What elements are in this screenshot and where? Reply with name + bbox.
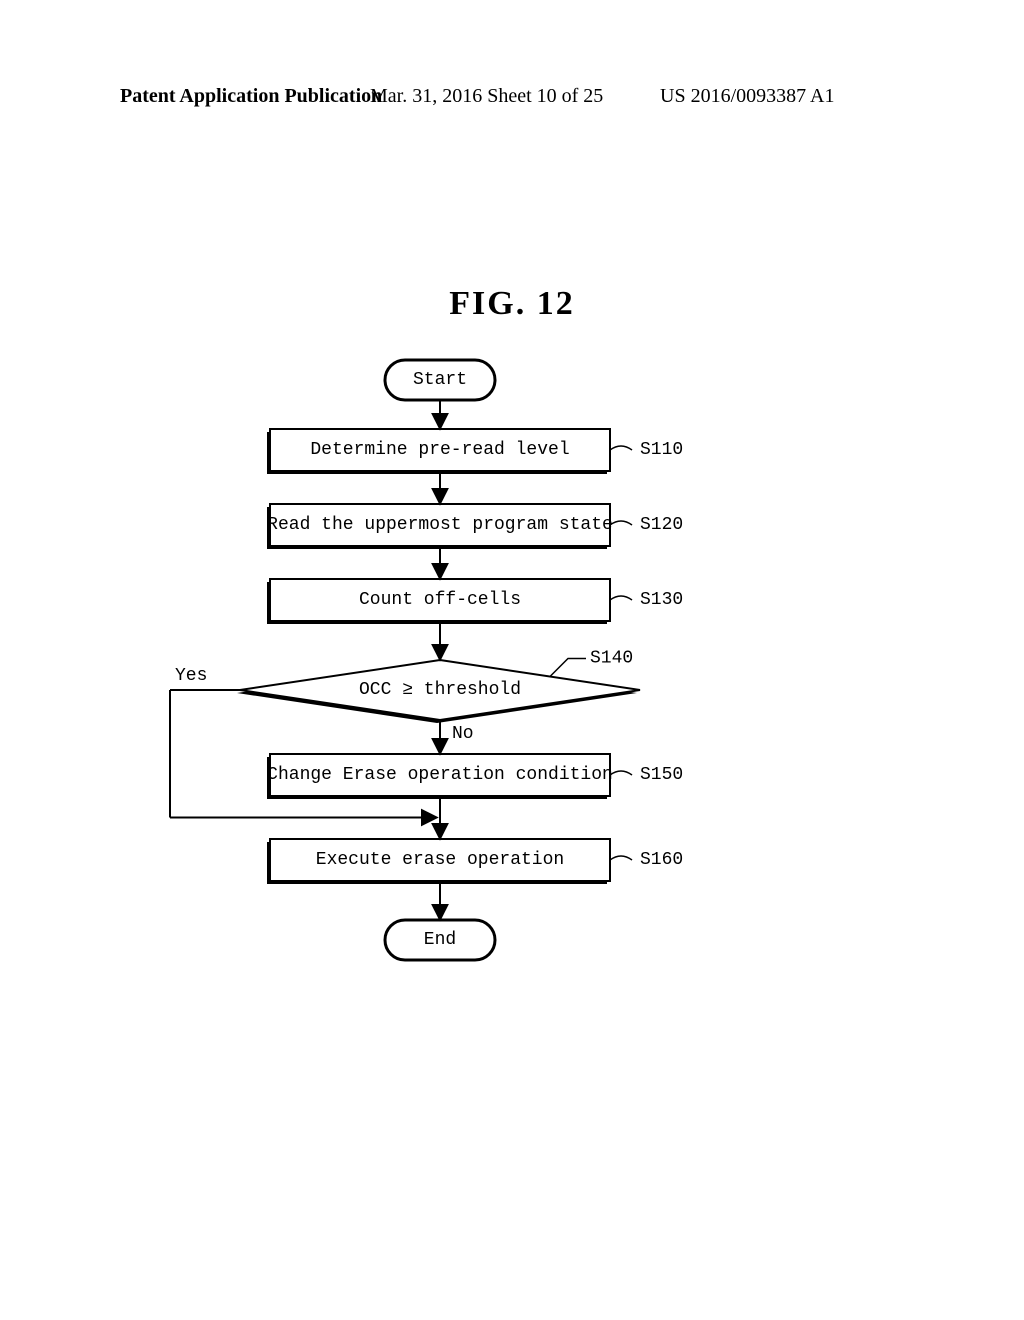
- svg-text:Read the uppermost program sta: Read the uppermost program state: [267, 515, 613, 535]
- header-right: US 2016/0093387 A1: [660, 85, 834, 108]
- svg-text:S160: S160: [640, 850, 683, 870]
- svg-text:Yes: Yes: [175, 666, 207, 686]
- svg-text:OCC ≥ threshold: OCC ≥ threshold: [359, 680, 521, 700]
- header-left: Patent Application Publication: [120, 85, 382, 108]
- svg-text:No: No: [452, 724, 474, 744]
- svg-text:S140: S140: [590, 649, 633, 669]
- svg-text:Change Erase operation conditi: Change Erase operation condition: [267, 765, 613, 785]
- flowchart: Start Determine pre-read level S110 Read th…: [0, 350, 1024, 1050]
- svg-text:S130: S130: [640, 590, 683, 610]
- svg-text:End: End: [424, 930, 456, 950]
- svg-text:Execute erase operation: Execute erase operation: [316, 850, 564, 870]
- svg-text:Start: Start: [413, 370, 467, 390]
- svg-text:Determine pre-read level: Determine pre-read level: [310, 440, 569, 460]
- figure-title: FIG. 12: [0, 285, 1024, 323]
- svg-text:S120: S120: [640, 515, 683, 535]
- svg-text:Count off-cells: Count off-cells: [359, 590, 521, 610]
- svg-text:S150: S150: [640, 765, 683, 785]
- svg-text:S110: S110: [640, 440, 683, 460]
- header-mid: Mar. 31, 2016 Sheet 10 of 25: [370, 85, 603, 108]
